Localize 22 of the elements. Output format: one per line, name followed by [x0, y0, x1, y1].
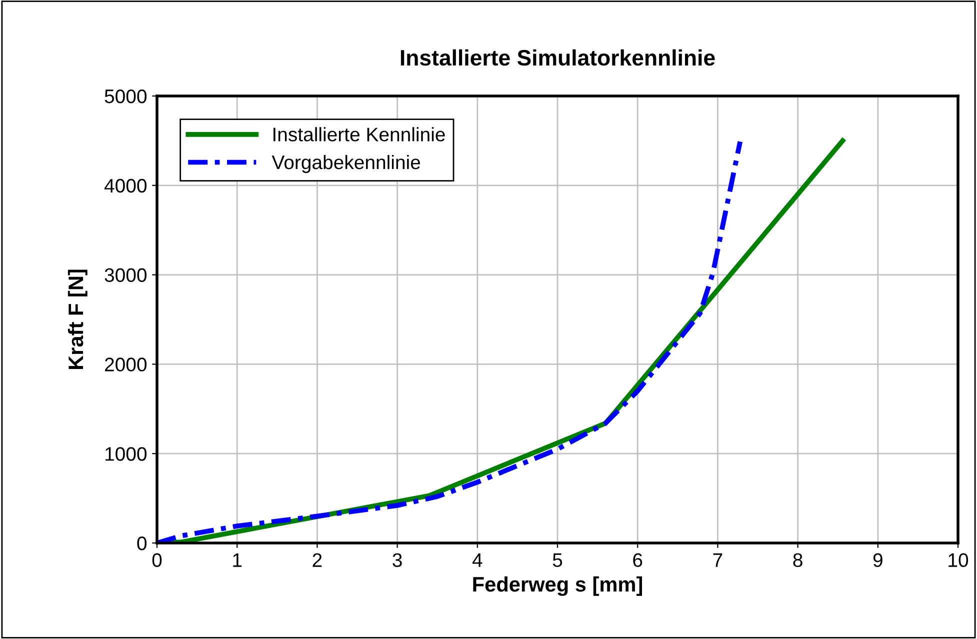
chart-title: Installierte Simulatorkennlinie — [400, 49, 715, 66]
legend-label: Vorgabekennlinie — [272, 154, 420, 174]
x-tick-label: 0 — [152, 553, 162, 568]
x-tick-label: 7 — [713, 553, 722, 567]
x-tick-label: 3 — [392, 553, 402, 568]
y-tick-label: 4000 — [104, 178, 147, 193]
y-tick-label: 5000 — [104, 89, 147, 104]
x-tick-label: 6 — [633, 553, 642, 568]
x-axis-title: Federweg s [mm] — [473, 576, 642, 596]
y-tick-label: 2000 — [105, 358, 147, 372]
legend-label: Installierte Kennlinie — [274, 127, 445, 142]
x-tick-label: 1 — [233, 553, 242, 567]
x-tick-label: 9 — [873, 553, 882, 568]
x-tick-label: 4 — [472, 553, 482, 567]
x-tick-label: 5 — [552, 553, 562, 568]
y-tick-label: 0 — [137, 536, 147, 550]
y-tick-label: 1000 — [106, 447, 147, 461]
y-tick-label: 3000 — [104, 268, 147, 282]
y-axis-title: Kraft F [N] — [68, 270, 88, 370]
x-tick-label: 8 — [793, 553, 802, 568]
x-tick-label: 10 — [948, 553, 968, 568]
x-tick-label: 2 — [312, 553, 322, 567]
